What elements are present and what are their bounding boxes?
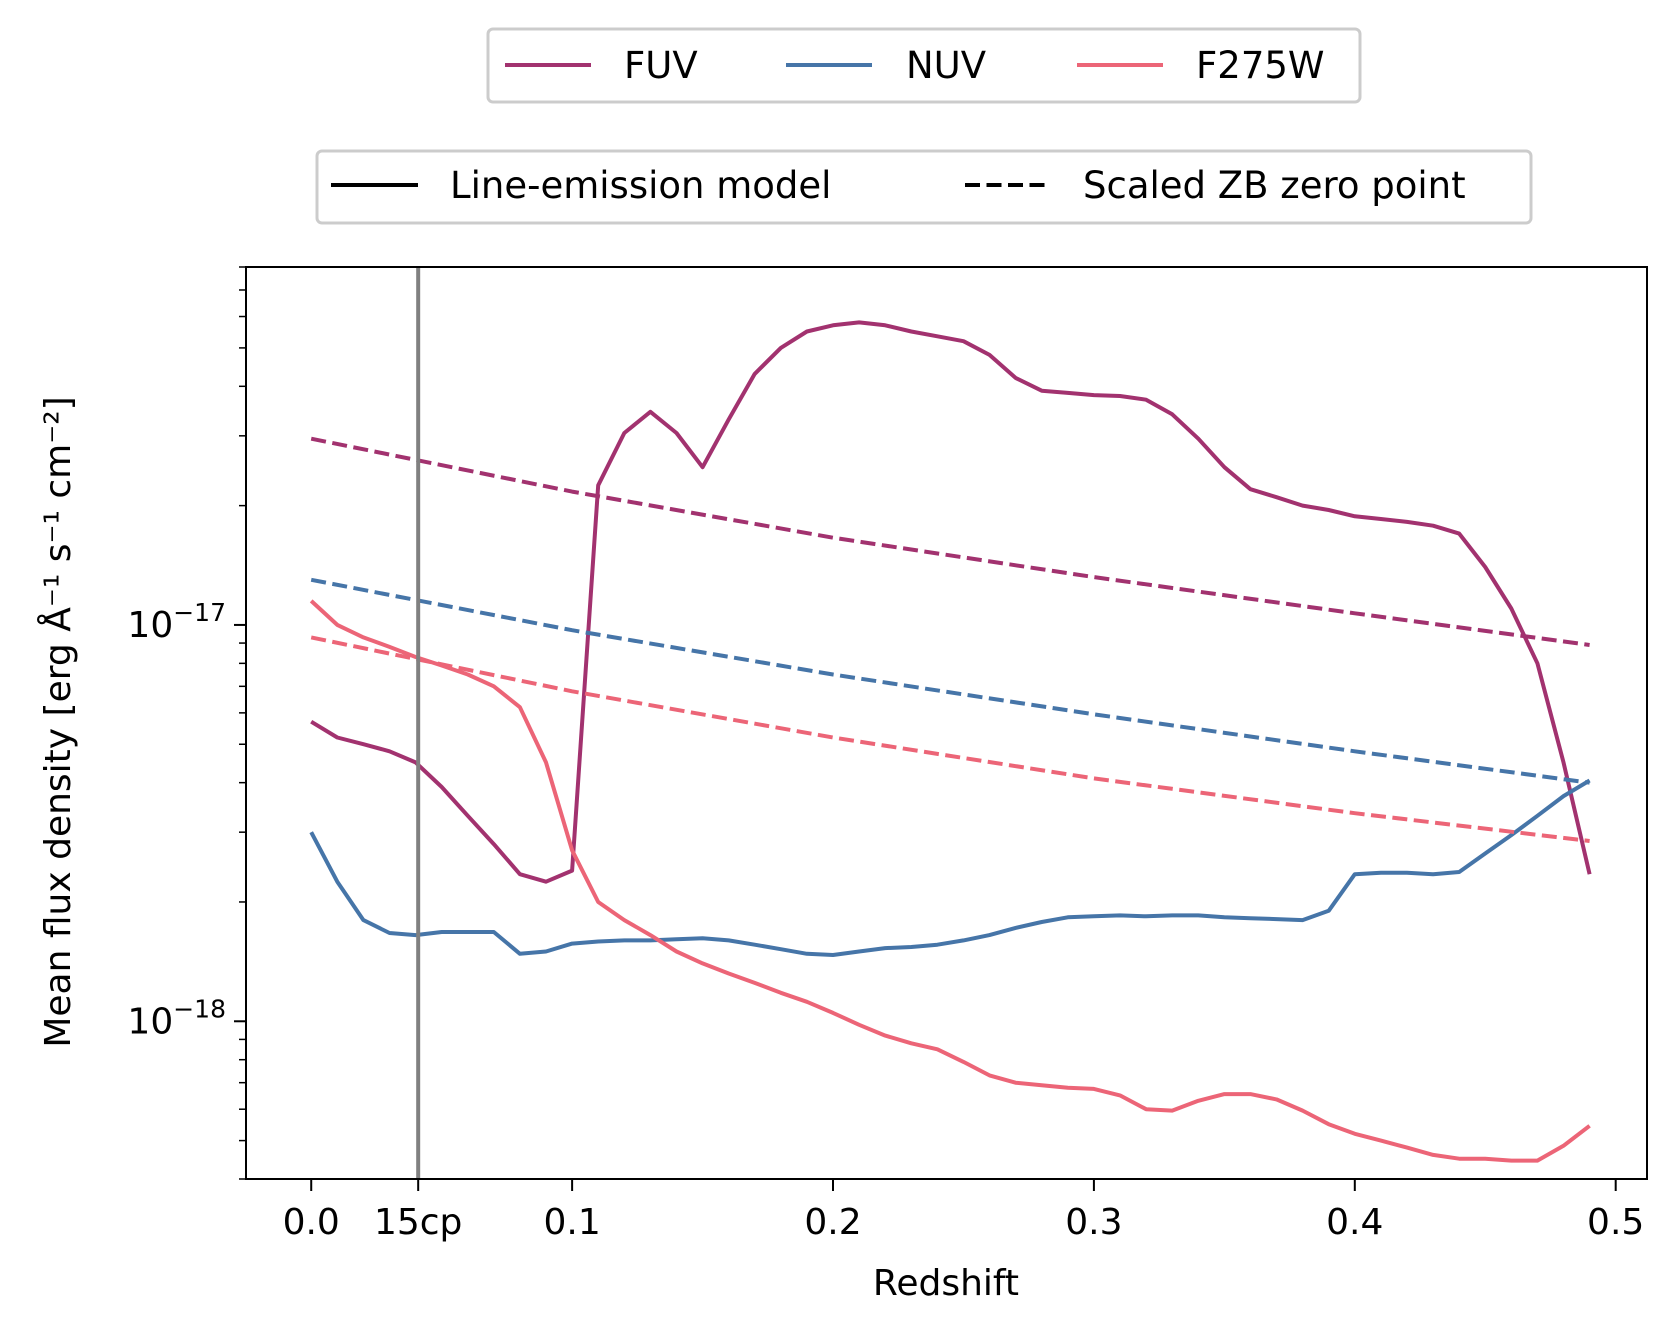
y-axis-ticks: 10−18 10−17 <box>127 266 246 1180</box>
x-tick-label: 0.0 <box>283 1202 340 1243</box>
legend-styles: Line-emission model Scaled ZB zero point <box>315 149 1533 225</box>
x-tick-label: 15cp <box>374 1202 462 1243</box>
legend-label-fuv: FUV <box>624 44 698 87</box>
y-tick-label: 10−18 <box>127 994 226 1042</box>
legend-styles-box <box>315 149 1533 225</box>
series-line-f275w-solid <box>309 599 1591 1163</box>
series-line-f275w-dashed <box>310 635 1590 843</box>
x-tick-label: 0.5 <box>1587 1202 1644 1243</box>
x-axis-label: Redshift <box>873 1263 1019 1304</box>
x-axis-ticks: 0.0 0.1 0.2 0.3 0.4 0.5 15cp <box>283 1179 1644 1243</box>
x-tick-label: 0.2 <box>804 1202 861 1243</box>
legend-label-f275w: F275W <box>1196 44 1325 87</box>
plot-area: 0.0 0.1 0.2 0.3 0.4 0.5 15cp 10−18 10−17 <box>127 266 1648 1243</box>
y-tick-label: 10−17 <box>127 598 226 646</box>
legend-label-line-emission: Line-emission model <box>450 164 831 207</box>
y-axis-label: Mean flux density [erg Å⁻¹ s⁻¹ cm⁻²] <box>36 396 79 1047</box>
series-line-nuv-solid <box>309 778 1591 957</box>
legend-label-nuv: NUV <box>906 44 986 87</box>
series-line-nuv-dashed <box>310 577 1590 785</box>
x-tick-label: 0.3 <box>1065 1202 1122 1243</box>
series-layer <box>309 320 1592 1163</box>
x-tick-label: 0.1 <box>543 1202 600 1243</box>
plot-frame <box>245 266 1648 1180</box>
x-tick-label: 0.4 <box>1326 1202 1383 1243</box>
legend-label-scaled-zb: Scaled ZB zero point <box>1083 164 1466 207</box>
legend-bands: FUV NUV F275W <box>486 27 1362 104</box>
legend-bands-box <box>486 27 1362 104</box>
series-line-fuv-solid <box>310 320 1592 884</box>
series-line-fuv-dashed <box>310 436 1590 647</box>
